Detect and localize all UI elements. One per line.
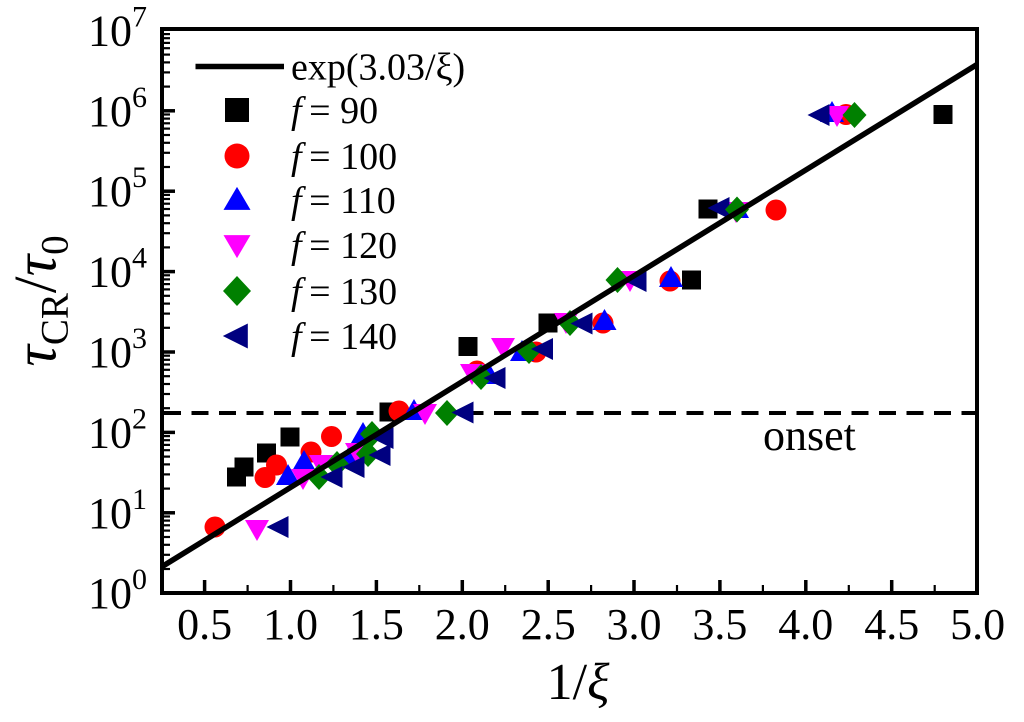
svg-text:4.5: 4.5 bbox=[864, 600, 919, 649]
svg-text:2.5: 2.5 bbox=[521, 600, 576, 649]
svg-text:4.0: 4.0 bbox=[778, 600, 833, 649]
svg-text:f = 120: f = 120 bbox=[291, 225, 397, 267]
svg-text:f = 90: f = 90 bbox=[291, 90, 378, 132]
svg-text:5.0: 5.0 bbox=[950, 600, 1005, 649]
svg-text:105: 105 bbox=[88, 161, 147, 216]
svg-text:exp(3.03/ξ): exp(3.03/ξ) bbox=[291, 47, 465, 89]
svg-text:f = 140: f = 140 bbox=[291, 316, 397, 358]
svg-text:2.0: 2.0 bbox=[435, 600, 490, 649]
svg-text:0.5: 0.5 bbox=[177, 600, 232, 649]
svg-text:τCR/τ0: τCR/τ0 bbox=[3, 235, 77, 366]
svg-text:onset: onset bbox=[763, 411, 856, 460]
svg-text:3.5: 3.5 bbox=[692, 600, 747, 649]
svg-text:f = 100: f = 100 bbox=[291, 136, 397, 178]
svg-text:3.0: 3.0 bbox=[607, 600, 662, 649]
svg-text:f = 110: f = 110 bbox=[291, 180, 396, 222]
svg-text:1/ξ: 1/ξ bbox=[547, 654, 610, 711]
svg-text:f = 130: f = 130 bbox=[291, 271, 397, 313]
svg-text:1.5: 1.5 bbox=[349, 600, 404, 649]
svg-text:1.0: 1.0 bbox=[263, 600, 318, 649]
